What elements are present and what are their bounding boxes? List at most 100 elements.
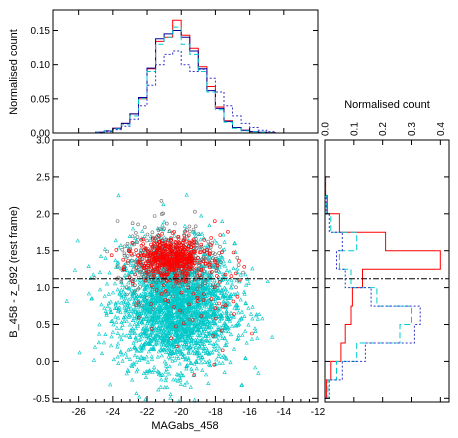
scatter-point-0 [205,242,210,247]
scatter-point-3 [220,304,225,309]
scatter-point-2 [191,240,196,244]
scatter-point-0 [177,361,182,366]
scatter-point-0 [234,323,239,328]
scatter-point-2 [171,256,176,261]
scatter-point-2 [139,243,144,248]
scatter-point-0 [150,313,155,318]
scatter-point-0 [116,360,121,365]
scatter-point-0 [253,329,258,333]
scatter-point-0 [186,294,191,299]
scatter-point-0 [92,344,98,349]
scatter-point-0 [202,287,208,292]
scatter-point-0 [109,319,114,323]
scatter-point-0 [220,219,225,223]
scatter-point-0 [167,333,172,338]
scatter-point-3 [139,253,144,258]
scatter-point-0 [163,340,168,345]
scatter-point-0 [178,381,183,386]
scatter-point-0 [222,336,227,341]
scatter-point-0 [131,340,136,345]
scatter-point-2 [197,250,202,255]
scatter-point-0 [170,349,175,354]
scatter-point-0 [179,331,184,336]
scatter-point-1 [150,230,155,235]
scatter-point-0 [244,340,249,345]
scatter-point-0 [230,323,235,328]
scatter-point-3 [218,279,222,284]
scatter-point-0 [187,345,192,350]
scatter-point-0 [255,316,260,321]
scatter-point-0 [188,327,193,332]
scatter-point-1 [130,221,135,225]
scatter-point-0 [214,357,219,362]
side-x-tick-label: 0.2 [378,122,389,136]
scatter-point-0 [124,371,129,376]
scatter-point-2 [149,251,153,255]
scatter-point-0 [176,334,181,339]
scatter-point-0 [152,364,157,369]
scatter-point-0 [227,295,232,300]
scatter-point-0 [236,310,241,315]
scatter-point-0 [174,348,179,353]
scatter-point-2 [146,249,150,253]
scatter-point-0 [157,370,162,375]
scatter-point-2 [187,267,191,272]
scatter-point-1 [193,224,198,229]
scatter-point-0 [184,380,190,385]
scatter-point-3 [183,266,187,271]
scatter-point-3 [212,362,217,367]
scatter-point-0 [182,286,187,291]
scatter-point-1 [122,253,127,258]
scatter-point-2 [187,265,192,270]
scatter-point-0 [227,269,232,274]
scatter-point-2 [180,255,185,260]
scatter-point-2 [147,269,151,274]
scatter-point-2 [181,252,185,257]
scatter-point-0 [253,365,258,370]
scatter-point-0 [137,332,142,337]
side-panel-frame [324,139,450,403]
scatter-point-0 [222,326,227,330]
scatter-point-3 [209,297,214,301]
scatter-point-0 [242,291,247,296]
scatter-point-0 [118,243,123,247]
scatter-point-0 [196,353,201,358]
scatter-point-0 [223,295,228,300]
scatter-point-0 [223,328,228,333]
scatter-point-2 [141,242,145,246]
scatter-point-0 [206,332,211,337]
scatter-point-0 [250,304,255,309]
scatter-point-0 [218,333,223,338]
scatter-point-3 [218,233,223,237]
scatter-point-2 [168,250,173,255]
scatter-point-0 [231,291,236,296]
scatter-point-0 [198,322,203,327]
scatter-point-0 [122,275,128,280]
scatter-point-0 [143,326,148,331]
scatter-point-0 [175,304,181,308]
scatter-point-0 [216,354,221,358]
scatter-point-0 [210,318,215,323]
scatter-point-2 [207,265,212,270]
scatter-point-3 [213,219,217,223]
scatter-point-1 [138,284,142,289]
scatter-point-0 [125,244,130,248]
scatter-point-0 [228,310,234,315]
scatter-point-0 [168,392,173,396]
scatter-point-0 [104,311,109,316]
scatter-point-2 [177,256,182,260]
scatter-point-1 [140,273,144,277]
scatter-point-0 [205,321,210,326]
scatter-x-tick-label: -12 [311,407,326,418]
scatter-point-0 [72,267,77,272]
scatter-point-0 [142,330,147,335]
scatter-point-0 [130,377,135,382]
scatter-point-0 [225,289,230,294]
scatter-point-2 [184,262,188,266]
scatter-point-0 [185,324,190,329]
scatter-point-0 [231,314,236,319]
scatter-point-0 [204,301,209,306]
scatter-point-0 [159,353,164,358]
scatter-point-0 [205,290,211,295]
scatter-point-2 [160,231,164,236]
